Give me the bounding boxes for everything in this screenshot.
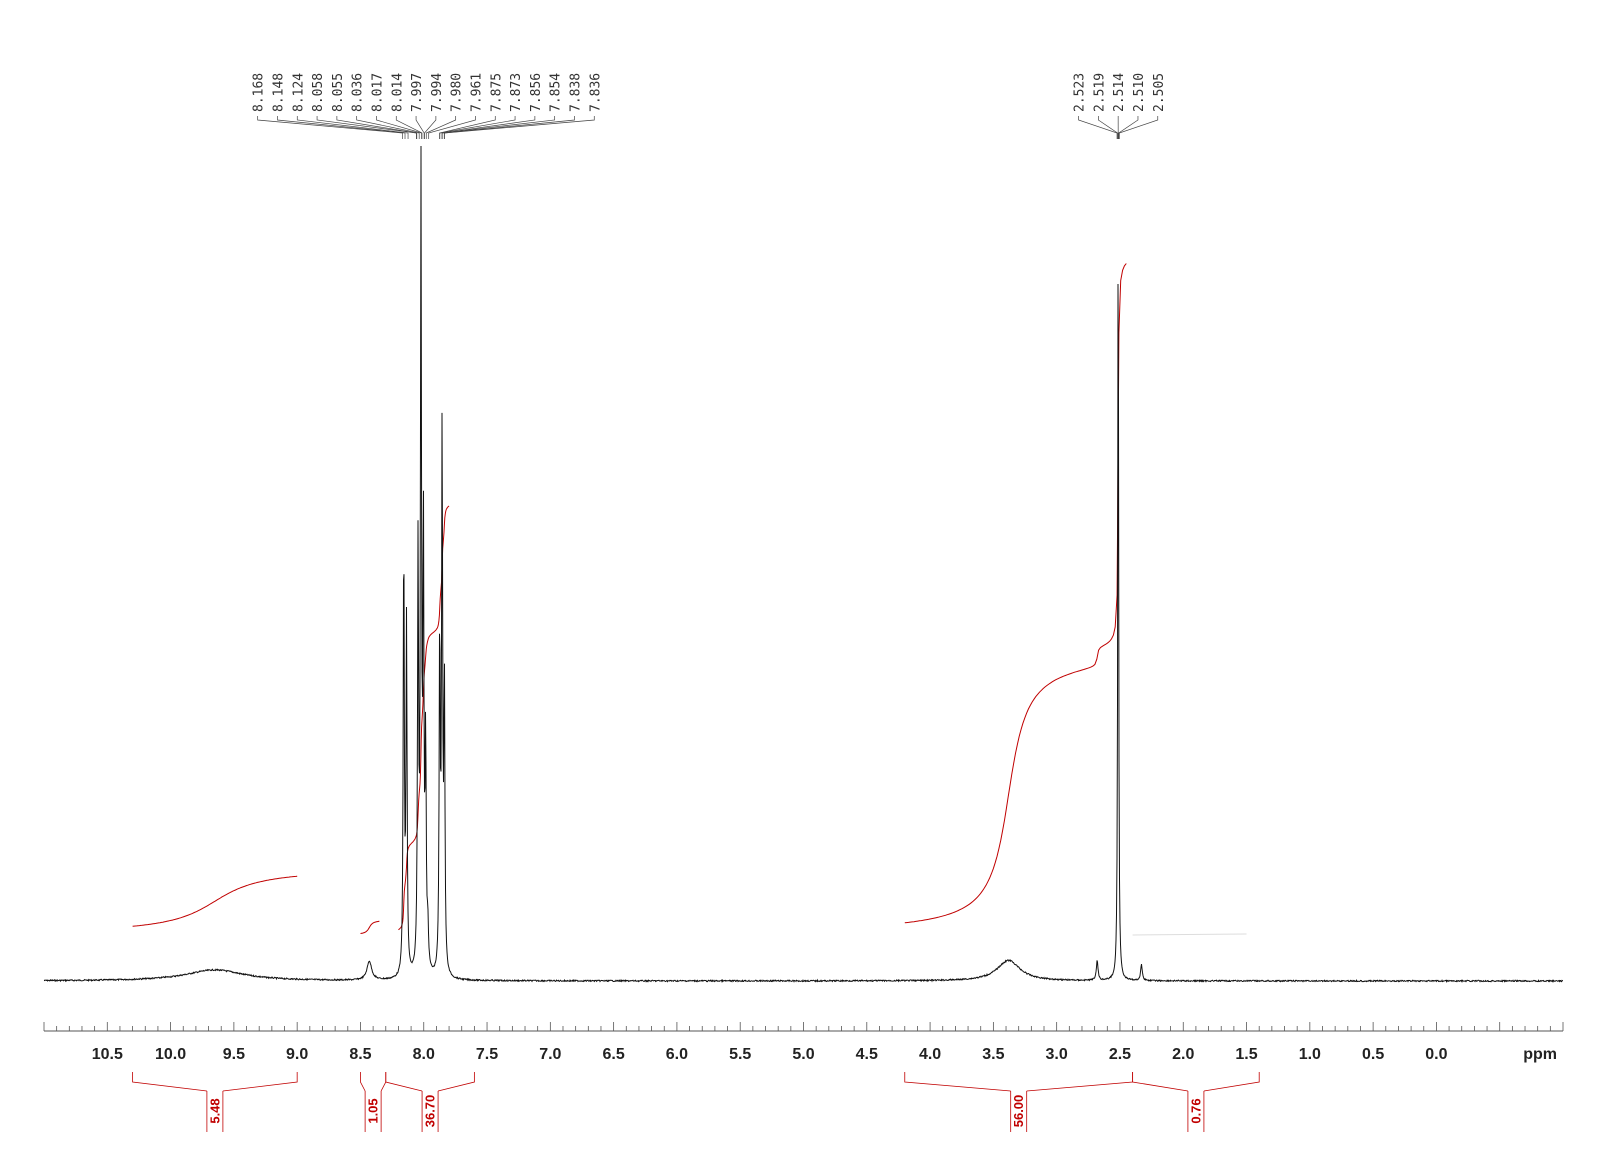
peak-label: 7.994 <box>430 73 445 112</box>
integral-value-label: 56.00 <box>1011 1095 1026 1128</box>
integral-curve-1 <box>360 920 380 934</box>
x-tick-label: 7.5 <box>476 1046 498 1063</box>
peak-label: 7.875 <box>489 73 504 112</box>
x-tick-label: 2.0 <box>1172 1046 1194 1063</box>
peak-leader-line <box>296 116 409 139</box>
x-tick-label: 2.5 <box>1109 1046 1131 1063</box>
integral-curves <box>132 263 1247 936</box>
peak-label: 2.519 <box>1092 73 1107 112</box>
peak-leader-line <box>415 116 425 139</box>
peak-leader-line <box>1118 116 1139 139</box>
x-axis-unit-label: ppm <box>1523 1046 1557 1063</box>
integral-value-label: 36.70 <box>423 1095 438 1128</box>
x-tick-label: 8.5 <box>349 1046 371 1063</box>
peak-label: 8.014 <box>390 73 405 112</box>
peak-leader-line <box>439 116 516 139</box>
integral-bracket <box>1132 1072 1260 1092</box>
peak-leader-line <box>1098 116 1118 139</box>
peak-leader-line <box>257 116 403 139</box>
peak-leader-line <box>425 116 457 139</box>
peak-label: 8.017 <box>370 73 385 112</box>
x-tick-label: 3.0 <box>1046 1046 1068 1063</box>
x-tick-label: 6.0 <box>666 1046 688 1063</box>
peak-label: 2.523 <box>1073 73 1088 112</box>
x-tick-label: 1.0 <box>1299 1046 1321 1063</box>
integral-curve-0 <box>132 875 298 927</box>
peak-leader-line <box>376 116 422 139</box>
x-tick-label: 4.5 <box>856 1046 878 1063</box>
peak-leader-line <box>316 116 417 139</box>
x-tick-label: 7.0 <box>539 1046 561 1063</box>
peak-label: 7.838 <box>568 73 583 112</box>
peak-label: 8.124 <box>291 73 306 112</box>
x-tick-label: 9.0 <box>286 1046 308 1063</box>
integral-value-label: 0.76 <box>1188 1098 1203 1123</box>
x-axis: 10.5 10.0 9.5 9.0 8.5 8.0 7.5 7.0 6.5 6.0 5.5 5.0 4.… <box>43 1022 1564 1063</box>
x-tick-label: 10.0 <box>155 1046 186 1063</box>
peak-leader-line <box>428 116 476 139</box>
integral-value-label: 1.05 <box>366 1098 381 1123</box>
peak-label: 8.055 <box>331 73 346 112</box>
peak-label: 7.873 <box>509 73 524 112</box>
integral-curve-4 <box>1132 933 1247 936</box>
peak-label: 7.980 <box>450 73 465 112</box>
peak-label: 8.036 <box>351 73 366 112</box>
x-tick-label: 0.0 <box>1425 1046 1447 1063</box>
peak-label: 7.836 <box>588 73 603 112</box>
peak-label: 8.148 <box>271 73 286 112</box>
peak-label: 7.961 <box>469 73 484 112</box>
peak-label: 2.514 <box>1112 73 1127 112</box>
x-tick-label: 9.5 <box>223 1046 245 1063</box>
x-tick-label: 6.5 <box>603 1046 625 1063</box>
peak-label: 2.510 <box>1132 73 1147 112</box>
x-tick-label: 4.0 <box>919 1046 941 1063</box>
peak-leader-line <box>277 116 406 139</box>
peak-leader-line <box>1118 116 1159 139</box>
x-tick-label: 0.5 <box>1362 1046 1384 1063</box>
peak-leader-line <box>424 116 437 139</box>
x-tick-label: 10.5 <box>92 1046 123 1063</box>
x-tick-label: 5.0 <box>792 1046 814 1063</box>
peak-leader-line <box>336 116 418 139</box>
x-tick-label: 3.5 <box>982 1046 1004 1063</box>
peak-leader-line <box>395 116 423 139</box>
spectrum-trace <box>43 145 1563 984</box>
peak-label: 7.854 <box>549 73 564 112</box>
peak-label: 8.058 <box>311 73 326 112</box>
x-tick-label: 8.0 <box>413 1046 435 1063</box>
x-tick-label: 5.5 <box>729 1046 751 1063</box>
peak-label: 8.168 <box>252 73 267 112</box>
integral-bracket <box>132 1072 298 1092</box>
peak-leader-line <box>356 116 420 139</box>
integral-curve-3 <box>904 263 1127 924</box>
peak-leader-line <box>1078 116 1118 139</box>
peak-leader-line <box>441 116 556 139</box>
peak-leader-line <box>444 116 595 139</box>
peak-label: 7.856 <box>529 73 544 112</box>
peak-label: 7.997 <box>410 73 425 112</box>
x-tick-label: 1.5 <box>1235 1046 1257 1063</box>
integral-value-label: 5.48 <box>207 1098 222 1123</box>
peak-labels: 8.168 8.148 8.124 8.058 8.055 8.036 8.017 8.014… <box>252 73 1167 139</box>
integral-bracket <box>904 1072 1134 1092</box>
integral-bracket <box>360 1072 387 1092</box>
integral-brackets: 5.48 1.05 36.70 56.00 0.76 <box>132 1072 1260 1132</box>
integral-bracket <box>385 1072 475 1092</box>
peak-label: 2.505 <box>1152 73 1167 112</box>
